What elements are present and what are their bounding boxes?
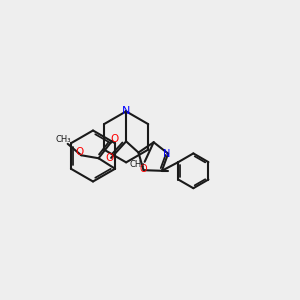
Text: O: O xyxy=(76,147,84,157)
Text: N: N xyxy=(163,148,170,159)
Text: CH₃: CH₃ xyxy=(129,160,145,169)
Text: O: O xyxy=(110,134,118,144)
Text: O: O xyxy=(106,153,114,163)
Text: N: N xyxy=(122,106,130,116)
Text: O: O xyxy=(140,164,147,174)
Text: CH₃: CH₃ xyxy=(56,135,71,144)
